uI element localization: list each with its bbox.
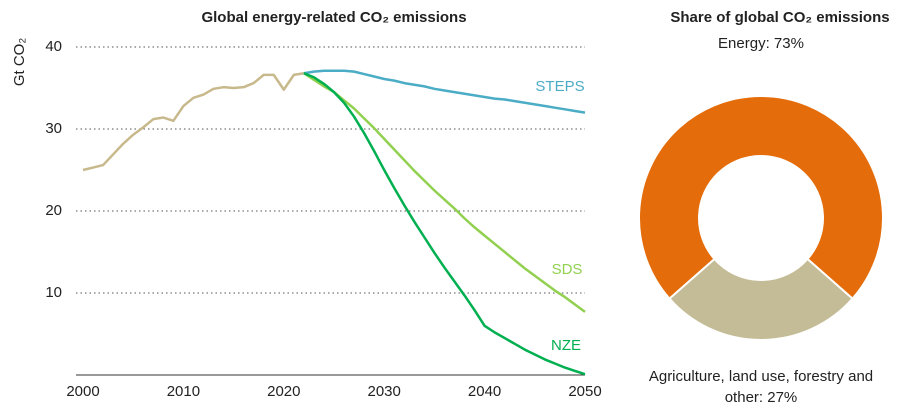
series-line <box>303 72 586 313</box>
x-tick-label: 2040 <box>468 383 501 400</box>
series-line <box>82 72 305 172</box>
x-tick-label: 2000 <box>66 383 99 400</box>
series-line <box>303 69 586 114</box>
x-tick-label: 2030 <box>368 383 401 400</box>
series-label: NZE <box>551 337 581 354</box>
y-tick-label: 10 <box>45 284 62 301</box>
series-label: SDS <box>552 261 583 278</box>
y-tick-label: 30 <box>45 120 62 137</box>
y-axis-label: Gt CO₂ <box>11 38 28 87</box>
x-tick-label: 2010 <box>167 383 200 400</box>
y-tick-label: 40 <box>45 38 62 55</box>
donut-slice <box>638 95 884 301</box>
slice-label: Energy: 73% <box>718 35 804 52</box>
chart-title: Share of global CO₂ emissions <box>670 9 889 26</box>
series-label: STEPS <box>535 78 584 95</box>
x-tick-label: 2050 <box>568 383 601 400</box>
donut-slice <box>668 257 854 341</box>
y-tick-label: 20 <box>45 202 62 219</box>
series-line <box>303 72 586 376</box>
x-tick-label: 2020 <box>267 383 300 400</box>
chart-title: Global energy-related CO₂ emissions <box>201 9 466 26</box>
slice-label: Agriculture, land use, forestry and othe… <box>648 368 874 406</box>
